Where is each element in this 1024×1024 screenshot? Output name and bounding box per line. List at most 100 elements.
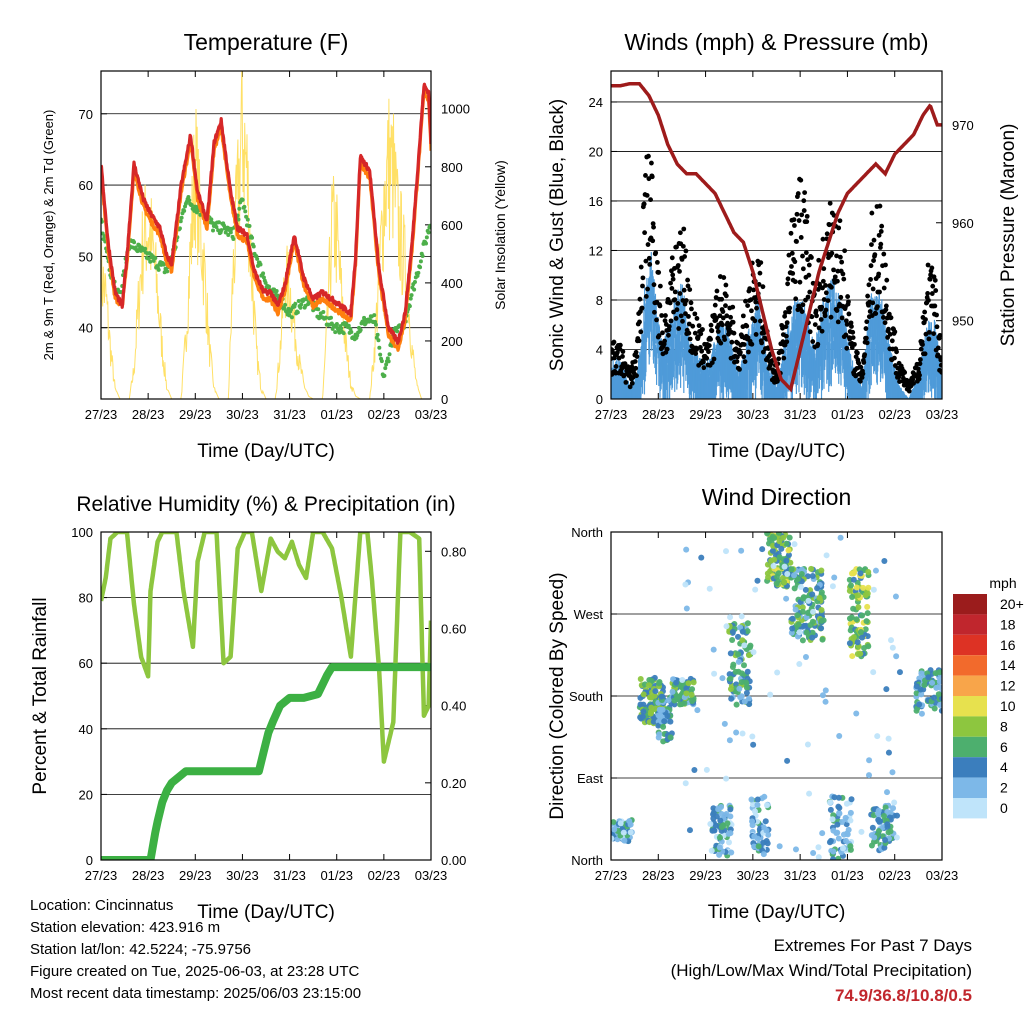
- gust-point: [883, 303, 889, 309]
- direction-point: [847, 809, 854, 816]
- x-tick-label: 03/23: [415, 407, 448, 422]
- direction-point: [809, 591, 816, 598]
- gust-point: [737, 349, 743, 355]
- y-tick-label: 4: [596, 342, 603, 357]
- y-tick-label: West: [574, 607, 604, 622]
- gust-point: [760, 284, 766, 290]
- gust-point: [708, 336, 713, 342]
- gust-point: [734, 359, 740, 364]
- direction-point: [792, 846, 799, 853]
- gust-point: [666, 332, 671, 338]
- direction-point: [620, 829, 627, 836]
- direction-point: [710, 805, 717, 812]
- y2-tick-label: 970: [952, 118, 974, 133]
- gust-point: [751, 287, 756, 293]
- gust-point: [731, 330, 737, 336]
- x-tick-label: 02/23: [368, 407, 401, 422]
- dewpoint-point: [283, 302, 288, 307]
- direction-point: [659, 706, 666, 713]
- gust-point: [682, 254, 688, 259]
- gust-point: [747, 286, 753, 292]
- direction-point: [860, 584, 867, 591]
- y2-tick-label: 0.40: [441, 699, 466, 714]
- dewpoint-point: [316, 307, 321, 312]
- gust-point: [656, 270, 662, 275]
- direction-point: [760, 851, 767, 858]
- gust-point: [852, 341, 857, 347]
- direction-point: [689, 698, 696, 705]
- gust-point: [781, 355, 787, 361]
- gust-point: [857, 378, 863, 384]
- direction-point: [682, 581, 689, 588]
- direction-point: [683, 685, 690, 692]
- dewpoint-point: [375, 332, 380, 337]
- direction-point: [872, 567, 879, 574]
- dewpoint-point: [179, 215, 184, 220]
- dewpoint-point: [387, 352, 392, 357]
- direction-point: [664, 712, 671, 719]
- direction-point: [806, 790, 813, 797]
- direction-point: [883, 686, 890, 693]
- direction-point: [936, 701, 942, 708]
- gust-point: [889, 338, 895, 344]
- direction-point: [776, 554, 783, 561]
- gust-point: [841, 276, 847, 282]
- gust-point: [825, 298, 831, 303]
- gust-point: [708, 322, 714, 328]
- gust-point: [715, 329, 721, 334]
- dewpoint-point: [153, 256, 158, 261]
- direction-point: [850, 605, 857, 612]
- direction-point: [648, 694, 655, 701]
- dewpoint-point: [178, 219, 183, 224]
- gust-point: [623, 379, 629, 385]
- gust-point: [638, 329, 644, 335]
- dewpoint-point: [247, 224, 252, 229]
- gust-point: [743, 298, 748, 304]
- direction-point: [809, 634, 816, 641]
- gust-point: [881, 285, 887, 291]
- colorbar-swatch: [953, 696, 987, 717]
- gust-point: [798, 235, 804, 240]
- y2-tick-label: 1000: [441, 102, 470, 117]
- direction-point: [881, 813, 888, 820]
- dewpoint-point: [424, 241, 429, 246]
- gust-point: [837, 218, 843, 224]
- gust-point: [926, 297, 931, 303]
- direction-point: [894, 812, 901, 819]
- direction-point: [798, 571, 805, 578]
- gust-point: [643, 294, 649, 299]
- gust-point: [656, 333, 662, 339]
- gust-point: [759, 340, 765, 346]
- direction-point: [823, 552, 830, 559]
- gust-point: [644, 192, 650, 198]
- direction-point: [749, 733, 756, 740]
- colorbar-label: 16: [1000, 637, 1016, 653]
- gust-point: [883, 262, 888, 268]
- direction-point: [857, 628, 864, 635]
- y-tick-label: 70: [79, 107, 93, 122]
- dewpoint-point: [428, 223, 431, 228]
- gust-point: [821, 297, 827, 302]
- direction-point: [884, 789, 891, 796]
- gust-point: [800, 302, 806, 308]
- direction-point: [881, 557, 888, 564]
- direction-point: [786, 534, 793, 541]
- dewpoint-point: [377, 345, 382, 350]
- gust-point: [864, 319, 870, 325]
- gust-point: [678, 313, 684, 319]
- gust-point: [812, 322, 818, 328]
- dewpoint-point: [383, 366, 388, 371]
- y-tick-label: 12: [589, 243, 603, 258]
- dewpoint-point: [156, 267, 161, 272]
- dewpoint-point: [376, 338, 381, 343]
- gust-point: [643, 258, 649, 264]
- y2-axis-label: Solar Insolation (Yellow): [492, 160, 508, 310]
- gust-point: [653, 250, 659, 256]
- direction-point: [796, 629, 803, 636]
- direction-point: [754, 796, 761, 803]
- gust-point: [929, 265, 935, 271]
- direction-point: [691, 766, 698, 773]
- gust-point: [800, 253, 805, 259]
- direction-point: [865, 643, 872, 650]
- gust-point: [752, 318, 758, 324]
